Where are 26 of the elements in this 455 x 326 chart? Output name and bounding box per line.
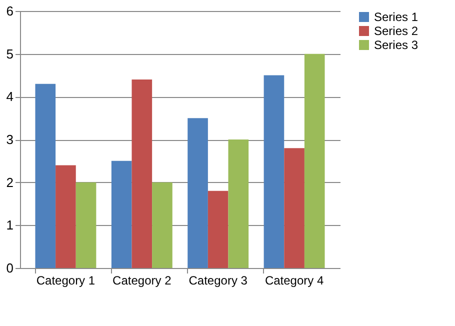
bar xyxy=(188,118,208,268)
y-tick-label: 3 xyxy=(6,132,14,147)
x-tick-label: Category 1 xyxy=(36,274,96,288)
y-tick-label: 1 xyxy=(6,218,14,233)
legend-label: Series 3 xyxy=(374,38,418,52)
x-tick-label: Category 4 xyxy=(264,274,324,288)
bar xyxy=(208,190,228,268)
y-tick-label: 2 xyxy=(6,174,14,190)
bar xyxy=(56,165,76,268)
bar xyxy=(228,140,249,268)
bar xyxy=(264,75,284,268)
bar xyxy=(132,80,152,268)
bar xyxy=(111,160,132,268)
bar xyxy=(284,148,304,268)
y-tick-label: 4 xyxy=(6,89,14,104)
bar xyxy=(152,182,172,268)
x-tick-label: Category 3 xyxy=(188,274,248,288)
x-tick-label: Category 2 xyxy=(112,274,172,288)
bar xyxy=(304,54,325,268)
legend-label: Series 2 xyxy=(374,24,418,38)
y-tick-label: 0 xyxy=(6,260,14,276)
y-tick-label: 5 xyxy=(6,46,14,62)
bar xyxy=(76,182,96,268)
y-tick-label: 6 xyxy=(6,4,14,18)
legend-label: Series 1 xyxy=(374,10,418,24)
bar xyxy=(35,84,56,268)
